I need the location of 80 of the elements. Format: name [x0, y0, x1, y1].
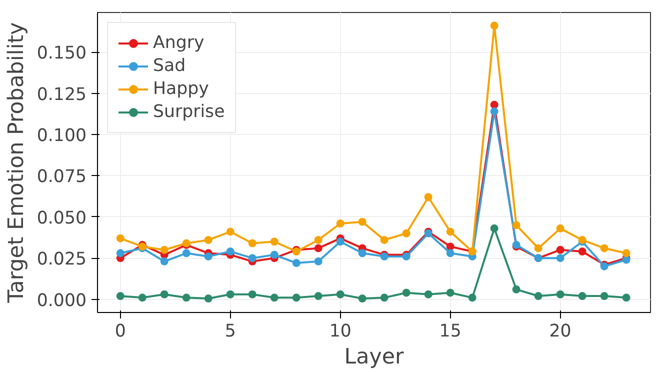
point	[160, 246, 168, 254]
y-tick-label: 0.100	[36, 126, 87, 146]
point	[446, 242, 454, 251]
legend-label: Happy	[153, 79, 209, 99]
point	[314, 257, 322, 266]
point	[336, 290, 344, 298]
point	[380, 294, 388, 302]
point	[138, 294, 146, 302]
point	[270, 238, 278, 246]
point	[578, 292, 586, 300]
y-axis-title: Target Emotion Probability	[4, 22, 29, 304]
point	[622, 294, 630, 302]
point	[204, 294, 212, 302]
x-tick-label: 0	[114, 322, 126, 342]
legend-label: Surprise	[153, 102, 225, 122]
point	[270, 250, 278, 259]
point	[314, 292, 322, 300]
point	[578, 248, 586, 256]
point	[226, 228, 234, 236]
point	[468, 294, 476, 302]
point	[512, 221, 520, 230]
x-tick-label: 5	[224, 322, 236, 342]
point	[556, 246, 564, 254]
point	[336, 219, 344, 228]
x-tick-label: 10	[329, 322, 352, 342]
point	[116, 234, 124, 242]
point	[534, 244, 542, 252]
point	[292, 294, 300, 302]
point	[490, 224, 498, 232]
point	[446, 249, 454, 258]
point	[270, 294, 278, 302]
point	[314, 244, 322, 252]
y-tick-label: 0.050	[36, 208, 87, 228]
point	[534, 292, 542, 300]
point	[402, 229, 410, 238]
point	[622, 249, 630, 258]
point	[204, 236, 212, 244]
point	[512, 285, 520, 294]
point	[248, 239, 256, 248]
legend-label: Angry	[153, 33, 204, 53]
point	[556, 224, 564, 232]
point	[380, 236, 388, 244]
y-tick-label: 0.000	[36, 290, 87, 311]
point	[116, 292, 124, 300]
point	[600, 292, 608, 300]
point	[248, 254, 256, 262]
point	[402, 288, 410, 297]
x-tick-label: 20	[549, 322, 572, 342]
y-tick-label: 0.025	[36, 250, 87, 270]
y-tick-label: 0.125	[36, 84, 87, 105]
point	[490, 107, 498, 116]
point	[160, 257, 168, 266]
x-axis-title: Layer	[344, 344, 404, 370]
point	[358, 249, 366, 258]
point	[292, 259, 300, 268]
legend-label: Sad	[153, 56, 186, 76]
point	[600, 244, 608, 252]
point	[556, 254, 564, 262]
point	[446, 228, 454, 236]
point	[424, 290, 432, 298]
point	[182, 294, 190, 302]
point	[116, 249, 124, 258]
y-tick-label: 0.150	[36, 44, 87, 64]
point	[226, 290, 234, 298]
y-tick-label: 0.075	[36, 167, 87, 188]
point	[314, 236, 322, 244]
point	[424, 193, 432, 202]
point	[204, 252, 212, 260]
point	[490, 100, 498, 109]
point	[336, 238, 344, 246]
point	[182, 249, 190, 258]
point	[446, 288, 454, 297]
point	[490, 22, 498, 30]
point	[556, 290, 564, 298]
point	[248, 290, 256, 298]
x-tick-label: 15	[439, 322, 462, 342]
point	[358, 294, 366, 302]
point	[358, 218, 366, 226]
point	[160, 290, 168, 298]
point	[226, 248, 234, 256]
